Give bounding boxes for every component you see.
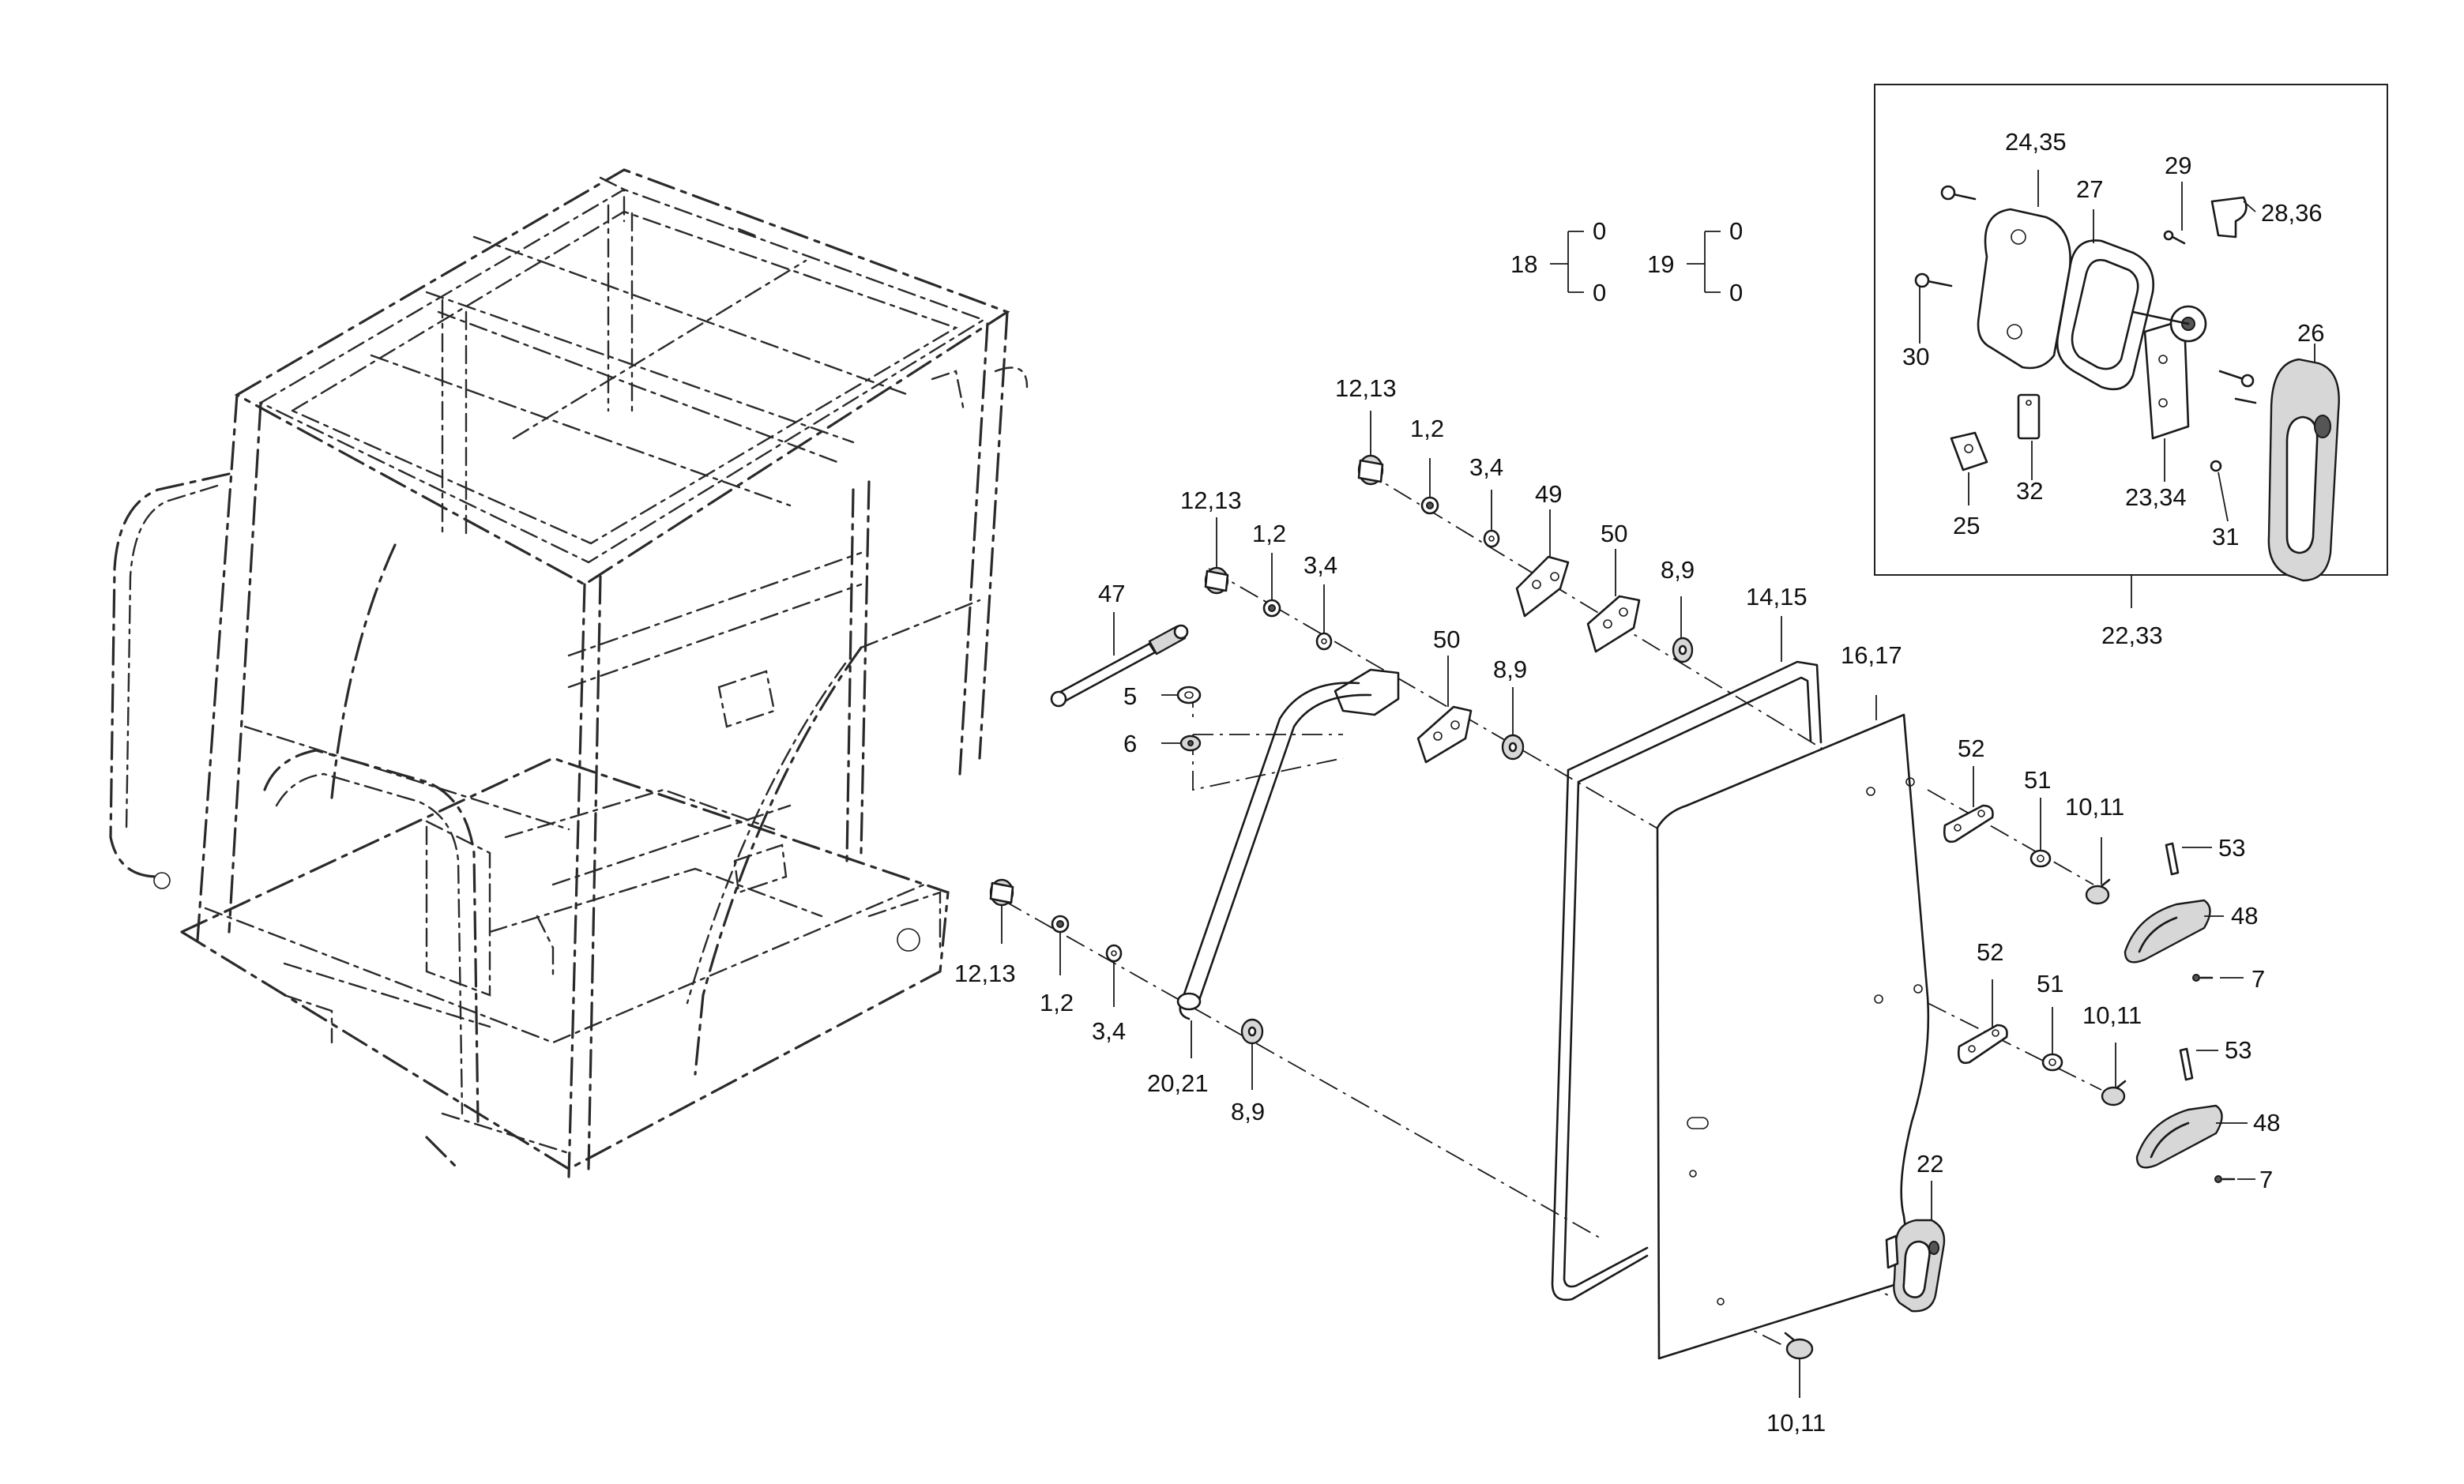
cab-frame: [109, 168, 1029, 1178]
callout-7-top: 7: [2251, 965, 2265, 993]
callout-52-bot: 52: [1977, 938, 2003, 966]
callout-51-bot: 51: [2037, 970, 2063, 997]
callout-labels: 24,35 27 29 28,36 30 26 25 32 23,34 31 2…: [954, 128, 2324, 1437]
callout-12-13-low: 12,13: [954, 960, 1016, 987]
callout-50-top: 50: [1601, 520, 1627, 547]
callout-28-36: 28,36: [2261, 199, 2323, 227]
callout-8-9-low: 8,9: [1231, 1098, 1265, 1125]
callout-3-4-low: 3,4: [1092, 1017, 1126, 1045]
callout-19-sub-a: 0: [1729, 217, 1743, 245]
callout-52-top: 52: [1958, 734, 1984, 762]
callout-19-sub-b: 0: [1729, 279, 1743, 306]
callout-1-2-mid: 1,2: [1252, 520, 1286, 547]
door-glass-panel: [1656, 713, 1930, 1360]
callout-22-33: 22,33: [2101, 622, 2163, 649]
lower-hinge-hardware: [1958, 1024, 2236, 1183]
callout-16-17: 16,17: [1841, 641, 1902, 669]
callout-19: 19: [1647, 250, 1674, 278]
callout-48-top: 48: [2231, 902, 2258, 930]
callout-7-bot: 7: [2259, 1166, 2273, 1193]
callout-53-bot: 53: [2225, 1036, 2251, 1064]
upper-hinge-hardware: [1943, 804, 2214, 982]
callout-18: 18: [1510, 250, 1537, 278]
callout-47: 47: [1098, 580, 1125, 607]
callout-18-sub-b: 0: [1593, 279, 1606, 306]
middle-hardware-stack: [1050, 566, 1525, 764]
callout-48-bot: 48: [2253, 1109, 2280, 1136]
callout-53-top: 53: [2218, 834, 2245, 862]
callout-12-13-top: 12,13: [1335, 374, 1397, 402]
callout-10-11-mid: 10,11: [2082, 1001, 2142, 1029]
detail-inset: [1874, 84, 2388, 608]
callout-8-9-mid: 8,9: [1493, 656, 1527, 683]
callout-5: 5: [1123, 682, 1137, 710]
callout-26: 26: [2297, 319, 2324, 347]
callout-50-mid: 50: [1433, 626, 1460, 653]
callout-leaders: [1001, 411, 2255, 1398]
callout-10-11-bot: 10,11: [1766, 1409, 1826, 1437]
callout-31: 31: [2212, 523, 2239, 550]
callout-14-15: 14,15: [1746, 583, 1808, 611]
callout-51-top: 51: [2024, 766, 2051, 794]
callout-29: 29: [2165, 152, 2191, 179]
door-handle-assembly: [1784, 1219, 1946, 1360]
door-frame-outline: [1551, 660, 1823, 1302]
callout-27: 27: [2076, 175, 2103, 203]
callout-20-21: 20,21: [1147, 1069, 1209, 1097]
callout-23-34: 23,34: [2125, 483, 2187, 511]
callout-49: 49: [1535, 480, 1562, 508]
callout-22: 22: [1917, 1150, 1943, 1178]
callout-32: 32: [2016, 477, 2043, 505]
quantity-brackets: [1550, 231, 1721, 293]
callout-6: 6: [1123, 730, 1137, 757]
callout-30: 30: [1902, 343, 1929, 370]
callout-24-35: 24,35: [2005, 128, 2067, 156]
callout-18-sub-a: 0: [1593, 217, 1606, 245]
callout-1-2-top: 1,2: [1410, 415, 1444, 442]
callout-3-4-mid: 3,4: [1303, 551, 1337, 579]
callout-10-11-top: 10,11: [2065, 793, 2124, 821]
callout-3-4-top: 3,4: [1469, 453, 1503, 481]
callout-1-2-low: 1,2: [1040, 989, 1074, 1016]
callout-12-13-mid: 12,13: [1180, 487, 1242, 514]
callout-8-9-top: 8,9: [1661, 556, 1695, 584]
callout-25: 25: [1953, 512, 1980, 539]
